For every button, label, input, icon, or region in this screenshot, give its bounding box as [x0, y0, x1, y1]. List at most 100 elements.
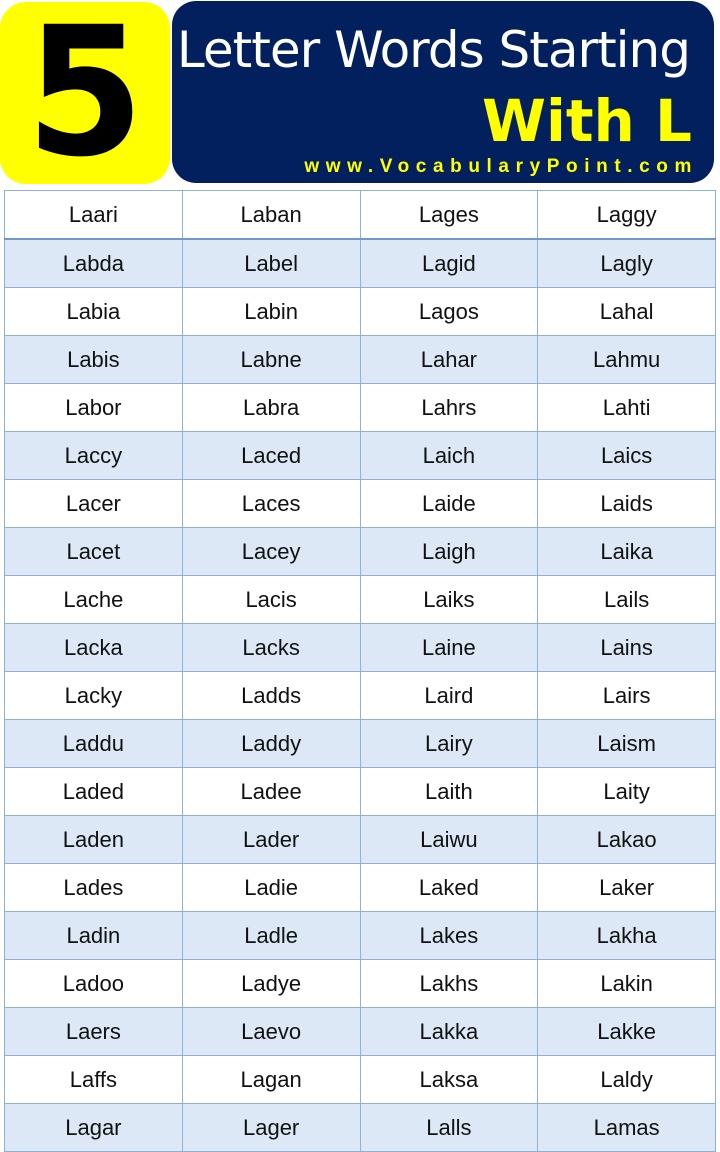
word-cell: Lagid: [359, 238, 539, 288]
word-cell: Lagan: [181, 1055, 361, 1104]
word-cell: Ladee: [181, 767, 361, 816]
title-banner: Letter Words Starting With L www.Vocabul…: [172, 1, 714, 183]
word-cell: Lakao: [537, 815, 716, 864]
table-row: Lacky Ladds Laird Lairs: [4, 671, 716, 720]
word-cell: Laics: [537, 431, 716, 480]
table-row: Laddu Laddy Lairy Laism: [4, 719, 716, 768]
word-cell: Laiwu: [359, 815, 539, 864]
table-row: Ladin Ladle Lakes Lakha: [4, 911, 716, 960]
word-cell: Lagly: [537, 238, 716, 288]
word-cell: Lahar: [359, 335, 539, 384]
word-cell: Lagar: [4, 1103, 183, 1152]
number-badge: 5: [0, 2, 170, 184]
word-cell: Laggy: [537, 190, 716, 240]
table-row: Laers Laevo Lakka Lakke: [4, 1007, 716, 1056]
table-row: Lacka Lacks Laine Lains: [4, 623, 716, 672]
word-cell: Ladoo: [4, 959, 183, 1008]
word-cell: Lacis: [181, 575, 361, 624]
word-cell: Lakin: [537, 959, 716, 1008]
word-cell: Lamas: [537, 1103, 716, 1152]
website-text: www.VocabularyPoint.com: [304, 156, 698, 177]
word-cell: Lahrs: [359, 383, 539, 432]
word-cell: Laked: [359, 863, 539, 912]
word-cell: Lages: [359, 190, 539, 240]
word-cell: Laker: [537, 863, 716, 912]
word-cell: Lains: [537, 623, 716, 672]
word-cell: Laced: [181, 431, 361, 480]
table-row: Lagar Lager Lalls Lamas: [4, 1103, 716, 1152]
word-cell: Label: [181, 238, 361, 288]
table-row: Laari Laban Lages Laggy: [4, 190, 716, 240]
word-cell: Laddu: [4, 719, 183, 768]
word-cell: Ladye: [181, 959, 361, 1008]
word-cell: Lairs: [537, 671, 716, 720]
word-cell: Ladie: [181, 863, 361, 912]
word-cell: Lahmu: [537, 335, 716, 384]
word-cell: Laigh: [359, 527, 539, 576]
word-cell: Lacer: [4, 479, 183, 528]
word-cell: Ladle: [181, 911, 361, 960]
table-row: Lacer Laces Laide Laids: [4, 479, 716, 528]
word-cell: Labra: [181, 383, 361, 432]
word-cell: Lahti: [537, 383, 716, 432]
word-cell: Labin: [181, 287, 361, 336]
table-row: Lacet Lacey Laigh Laika: [4, 527, 716, 576]
word-cell: Lagos: [359, 287, 539, 336]
word-table: Laari Laban Lages Laggy Labda Label Lagid Lagly…: [4, 190, 716, 1152]
word-cell: Laird: [359, 671, 539, 720]
word-cell: Laden: [4, 815, 183, 864]
word-cell: Lader: [181, 815, 361, 864]
word-cell: Labia: [4, 287, 183, 336]
word-cell: Lacey: [181, 527, 361, 576]
word-cell: Laevo: [181, 1007, 361, 1056]
word-cell: Laddy: [181, 719, 361, 768]
word-cell: Laiks: [359, 575, 539, 624]
word-cell: Lache: [4, 575, 183, 624]
word-cell: Laces: [181, 479, 361, 528]
word-cell: Laded: [4, 767, 183, 816]
table-row: Laded Ladee Laith Laity: [4, 767, 716, 816]
word-cell: Laine: [359, 623, 539, 672]
table-row: Labor Labra Lahrs Lahti: [4, 383, 716, 432]
title-line1: Letter Words Starting: [176, 21, 691, 79]
word-cell: Laith: [359, 767, 539, 816]
word-cell: Laldy: [537, 1055, 716, 1104]
word-cell: Lacka: [4, 623, 183, 672]
table-row: Labia Labin Lagos Lahal: [4, 287, 716, 336]
table-row: Laden Lader Laiwu Lakao: [4, 815, 716, 864]
table-row: Laffs Lagan Laksa Laldy: [4, 1055, 716, 1104]
word-cell: Lager: [181, 1103, 361, 1152]
word-cell: Laksa: [359, 1055, 539, 1104]
word-cell: Lakhs: [359, 959, 539, 1008]
word-cell: Laffs: [4, 1055, 183, 1104]
word-cell: Lades: [4, 863, 183, 912]
table-row: Labda Label Lagid Lagly: [4, 238, 716, 288]
word-cell: Labda: [4, 238, 183, 288]
word-cell: Laids: [537, 479, 716, 528]
word-cell: Labis: [4, 335, 183, 384]
number-five: 5: [25, 0, 145, 197]
word-cell: Laers: [4, 1007, 183, 1056]
word-cell: Laban: [181, 190, 361, 240]
word-cell: Laari: [4, 190, 183, 240]
word-cell: Labor: [4, 383, 183, 432]
word-cell: Laide: [359, 479, 539, 528]
word-cell: Lakha: [537, 911, 716, 960]
word-cell: Laich: [359, 431, 539, 480]
word-cell: Lakke: [537, 1007, 716, 1056]
title-line2: With L: [481, 87, 692, 155]
word-cell: Laity: [537, 767, 716, 816]
word-cell: Laika: [537, 527, 716, 576]
word-cell: Lakka: [359, 1007, 539, 1056]
word-cell: Ladin: [4, 911, 183, 960]
word-cell: Laccy: [4, 431, 183, 480]
word-cell: Lahal: [537, 287, 716, 336]
word-cell: Lails: [537, 575, 716, 624]
table-row: Ladoo Ladye Lakhs Lakin: [4, 959, 716, 1008]
word-cell: Labne: [181, 335, 361, 384]
word-cell: Lacet: [4, 527, 183, 576]
word-cell: Lalls: [359, 1103, 539, 1152]
word-cell: Lacky: [4, 671, 183, 720]
word-cell: Laism: [537, 719, 716, 768]
table-row: Lades Ladie Laked Laker: [4, 863, 716, 912]
